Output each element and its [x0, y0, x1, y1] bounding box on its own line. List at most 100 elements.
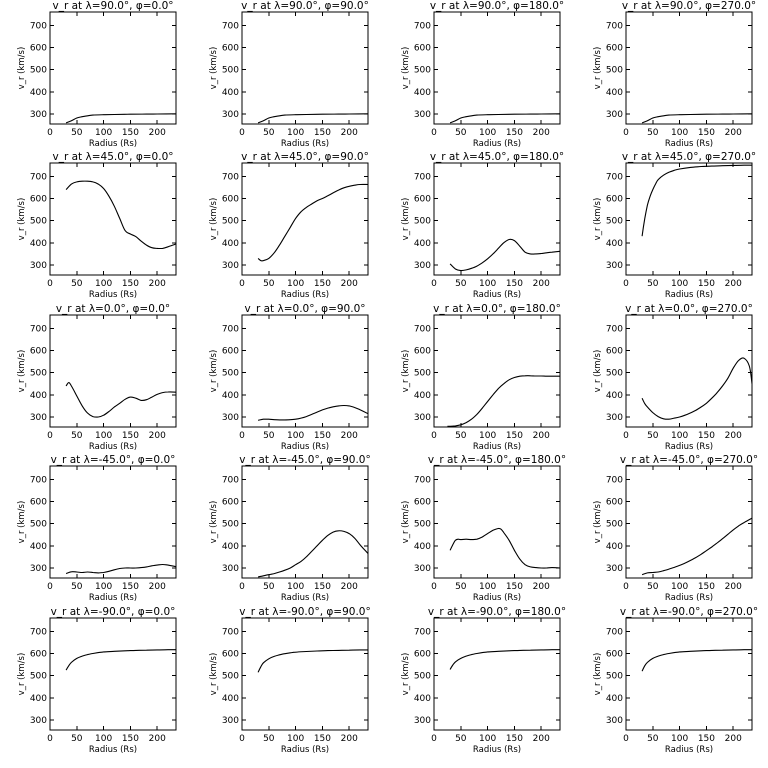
y-axis-label: v_r (km/s): [593, 350, 603, 393]
x-axis-label: Radius (Rs): [281, 593, 329, 603]
panel-title: v_r at λ=-90.0°, φ=0.0°: [51, 606, 176, 618]
x-tick-label: 0: [623, 734, 629, 744]
x-axis-label: Radius (Rs): [281, 290, 329, 300]
x-tick-label: 50: [263, 279, 275, 289]
x-tick-label: 0: [47, 431, 53, 441]
x-tick-label: 200: [533, 279, 550, 289]
y-tick-label: 300: [606, 261, 623, 271]
x-axis-label: Radius (Rs): [89, 290, 137, 300]
plot-frame: [49, 162, 177, 276]
y-axis-label: v_r (km/s): [209, 198, 219, 241]
y-axis-label: v_r (km/s): [209, 47, 219, 90]
y-tick-label: 400: [30, 391, 47, 401]
x-tick-label: 50: [71, 582, 83, 592]
x-axis-label: Radius (Rs): [473, 593, 521, 603]
plot-frame: [625, 465, 753, 579]
x-tick-label: 100: [479, 279, 496, 289]
panel-16: v_r at λ=-45.0°, φ=270.0° 0 50 100 150 200 300…: [593, 454, 758, 603]
y-tick-label: 700: [30, 21, 47, 31]
series-line: [257, 113, 369, 124]
x-tick-label: 50: [647, 734, 659, 744]
x-axis-label: Radius (Rs): [665, 139, 713, 149]
x-tick-label: 150: [698, 279, 715, 289]
x-tick-label: 0: [47, 128, 53, 138]
y-tick-label: 600: [30, 43, 47, 53]
y-tick-label: 300: [30, 261, 47, 271]
x-tick-label: 50: [647, 128, 659, 138]
x-tick-label: 100: [95, 734, 112, 744]
panel-title: v_r at λ=90.0°, φ=0.0°: [53, 0, 174, 12]
y-tick-label: 700: [414, 475, 431, 485]
x-tick-label: 0: [431, 431, 437, 441]
y-tick-label: 300: [222, 716, 239, 726]
y-tick-label: 400: [222, 542, 239, 552]
series-line: [65, 180, 177, 250]
panel-13: v_r at λ=-45.0°, φ=0.0° 0 50 100 150 200 300 40…: [17, 454, 177, 603]
x-tick-label: 50: [647, 279, 659, 289]
y-tick-label: 300: [222, 261, 239, 271]
series-line: [258, 404, 369, 421]
y-tick-label: 300: [606, 413, 623, 423]
panel-7: v_r at λ=45.0°, φ=180.0° 0 50 100 150 200 300 4…: [401, 151, 564, 300]
panel-12: v_r at λ=0.0°, φ=270.0° 0 50 100 150 200 300 40…: [593, 303, 753, 452]
y-tick-label: 600: [606, 346, 623, 356]
x-tick-label: 100: [671, 279, 688, 289]
x-axis-label: Radius (Rs): [281, 139, 329, 149]
y-axis-label: v_r (km/s): [593, 653, 603, 696]
series-line: [257, 649, 368, 673]
x-tick-label: 50: [263, 431, 275, 441]
x-tick-label: 100: [671, 128, 688, 138]
y-tick-label: 600: [606, 649, 623, 659]
y-tick-label: 700: [414, 21, 431, 31]
y-tick-label: 400: [414, 391, 431, 401]
y-tick-label: 400: [606, 88, 623, 98]
plot-frame: [241, 162, 369, 276]
x-tick-label: 50: [71, 128, 83, 138]
x-tick-label: 0: [239, 431, 245, 441]
y-tick-label: 700: [414, 324, 431, 334]
x-tick-label: 0: [239, 582, 245, 592]
x-tick-label: 200: [149, 582, 166, 592]
x-tick-label: 50: [647, 582, 659, 592]
x-tick-label: 0: [239, 734, 245, 744]
y-tick-label: 600: [30, 194, 47, 204]
y-tick-label: 300: [30, 564, 47, 574]
y-tick-label: 500: [30, 217, 47, 227]
x-tick-label: 100: [479, 431, 496, 441]
y-tick-label: 600: [414, 497, 431, 507]
x-tick-label: 50: [71, 431, 83, 441]
x-tick-label: 100: [287, 128, 304, 138]
x-tick-label: 200: [149, 128, 166, 138]
y-axis-label: v_r (km/s): [401, 501, 411, 544]
y-tick-label: 500: [30, 672, 47, 682]
y-tick-label: 400: [606, 694, 623, 704]
panel-title: v_r at λ=-90.0°, φ=270.0°: [620, 606, 758, 618]
y-tick-label: 400: [414, 88, 431, 98]
y-tick-label: 600: [222, 43, 239, 53]
x-tick-label: 100: [671, 734, 688, 744]
panel-5: v_r at λ=45.0°, φ=0.0° 0 50 100 150 200 300 400…: [17, 151, 177, 300]
y-tick-label: 700: [30, 172, 47, 182]
x-tick-label: 150: [698, 431, 715, 441]
y-axis-label: v_r (km/s): [17, 47, 27, 90]
x-axis-label: Radius (Rs): [665, 290, 713, 300]
y-tick-label: 600: [606, 194, 623, 204]
y-tick-label: 700: [414, 172, 431, 182]
y-axis-label: v_r (km/s): [401, 198, 411, 241]
y-tick-label: 700: [606, 627, 623, 637]
y-tick-label: 700: [222, 627, 239, 637]
series-line: [449, 649, 560, 670]
x-tick-label: 200: [533, 734, 550, 744]
y-tick-label: 300: [222, 110, 239, 120]
y-axis-label: v_r (km/s): [401, 653, 411, 696]
x-tick-label: 0: [623, 582, 629, 592]
x-tick-label: 150: [314, 582, 331, 592]
panel-title: v_r at λ=0.0°, φ=180.0°: [433, 303, 561, 315]
plot-frame: [433, 465, 561, 579]
x-tick-label: 50: [263, 128, 275, 138]
panel-9: v_r at λ=0.0°, φ=0.0° 0 50 100 150 200 300 400 5…: [17, 303, 177, 452]
x-tick-label: 150: [698, 582, 715, 592]
x-tick-label: 100: [479, 128, 496, 138]
plot-frame: [433, 162, 561, 276]
y-tick-label: 500: [414, 369, 431, 379]
